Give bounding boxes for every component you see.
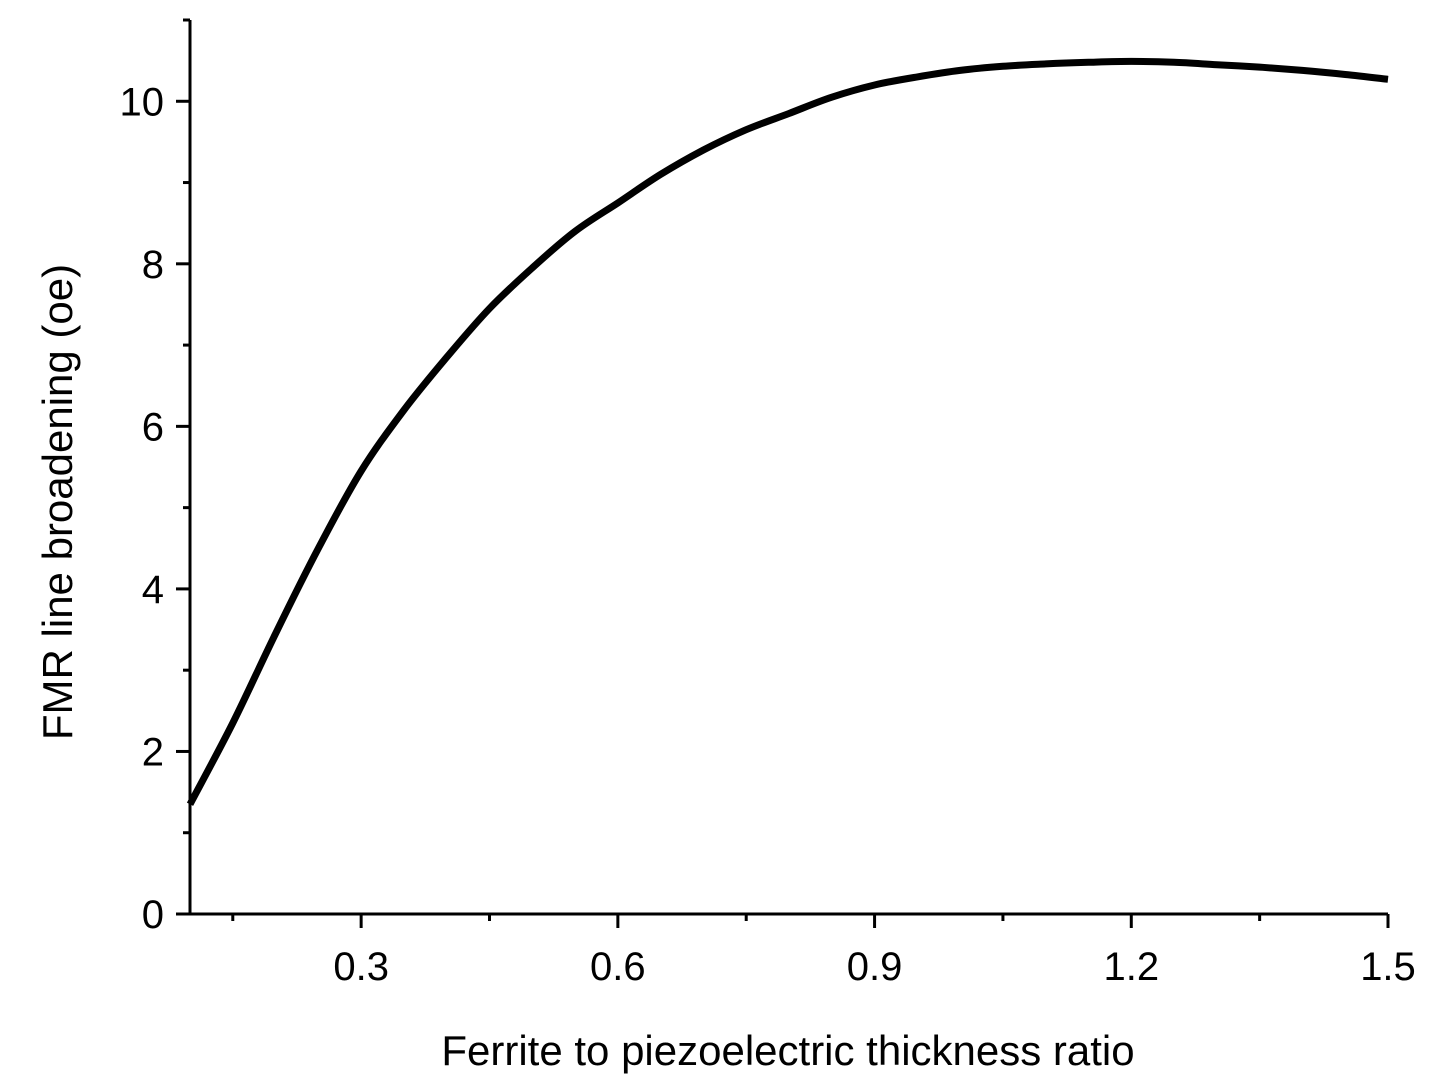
x-axis-title: Ferrite to piezoelectric thickness ratio [441, 1027, 1134, 1074]
series-group [186, 57, 1389, 806]
y-tick-label: 4 [142, 568, 164, 612]
y-tick-label: 2 [142, 730, 164, 774]
x-tick-labels: 0.3 0.6 0.9 1.2 1.5 [333, 945, 1415, 989]
y-tick-label: 0 [142, 893, 164, 937]
y-tick-label: 10 [120, 80, 165, 124]
x-tick-label: 1.2 [1103, 945, 1159, 989]
y-tick-label: 8 [142, 243, 164, 287]
x-tick-label: 0.6 [590, 945, 646, 989]
tick-marks [176, 18, 1390, 928]
x-tick-label: 1.5 [1360, 945, 1416, 989]
x-tick-label: 0.3 [333, 945, 389, 989]
y-axis-title: FMR line broadening (oe) [34, 264, 81, 740]
x-tick-label: 0.9 [847, 945, 903, 989]
y-tick-labels: 0 2 4 6 8 10 [120, 80, 165, 937]
series-line [186, 57, 1389, 806]
axes [188, 20, 1388, 916]
y-tick-label: 6 [142, 405, 164, 449]
